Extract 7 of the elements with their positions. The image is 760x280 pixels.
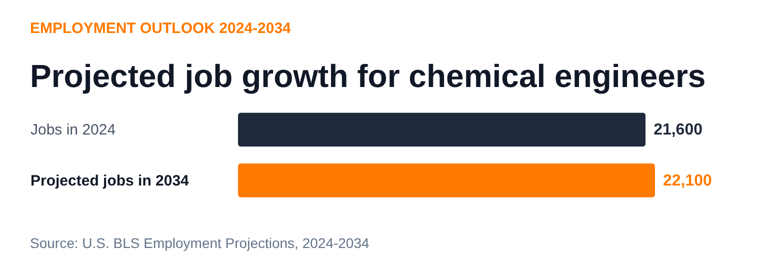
- source-note: Source: U.S. BLS Employment Projections, 2024-2034: [30, 235, 370, 251]
- data-label: 21,600: [654, 122, 703, 139]
- data-label: 22,100: [663, 172, 712, 190]
- y-tick-label: Projected jobs in 2034: [30, 172, 190, 190]
- chart-subtitle: EMPLOYMENT OUTLOOK 2024-2034: [30, 20, 292, 37]
- chart-title: Projected job growth for chemical engineers: [30, 58, 706, 94]
- y-tick-label: Jobs in 2024: [30, 122, 116, 139]
